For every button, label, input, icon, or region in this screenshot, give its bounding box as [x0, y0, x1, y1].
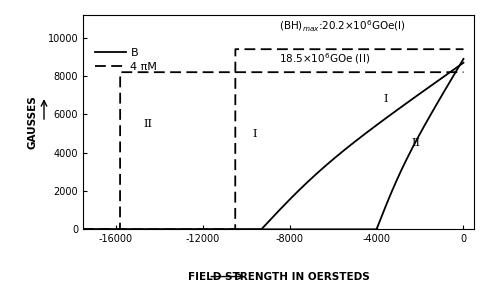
Text: II: II — [143, 119, 153, 129]
Text: 18.5×10$^6$GOe (II): 18.5×10$^6$GOe (II) — [278, 51, 369, 66]
Text: GAUSSES: GAUSSES — [27, 95, 37, 149]
Text: (BH)$_{max}$:20.2×10$^6$GOe(I): (BH)$_{max}$:20.2×10$^6$GOe(I) — [278, 19, 405, 34]
Text: I: I — [382, 94, 386, 104]
Text: I: I — [252, 128, 257, 138]
Text: FIELD STRENGTH IN OERSTEDS: FIELD STRENGTH IN OERSTEDS — [187, 272, 369, 282]
Legend: B, 4 πM: B, 4 πM — [92, 46, 159, 74]
Text: II: II — [410, 138, 419, 148]
